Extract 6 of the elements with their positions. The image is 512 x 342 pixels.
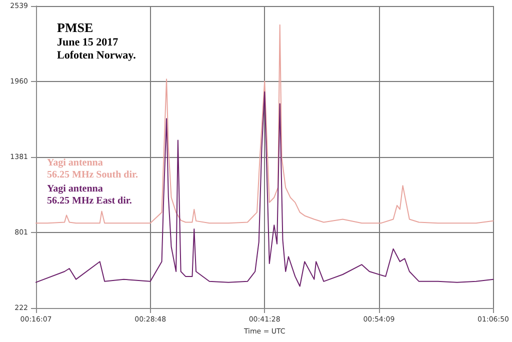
line-series: [36, 24, 494, 224]
line-series: [36, 91, 494, 287]
text: Yagi antenna 56.25 MHz East dir.: [47, 184, 132, 206]
text: June 15 2017 Lofoten Norway.: [57, 36, 136, 62]
text: PMSE: [57, 20, 94, 35]
text: Yagi antenna 56.25 MHz South dir.: [47, 158, 139, 180]
